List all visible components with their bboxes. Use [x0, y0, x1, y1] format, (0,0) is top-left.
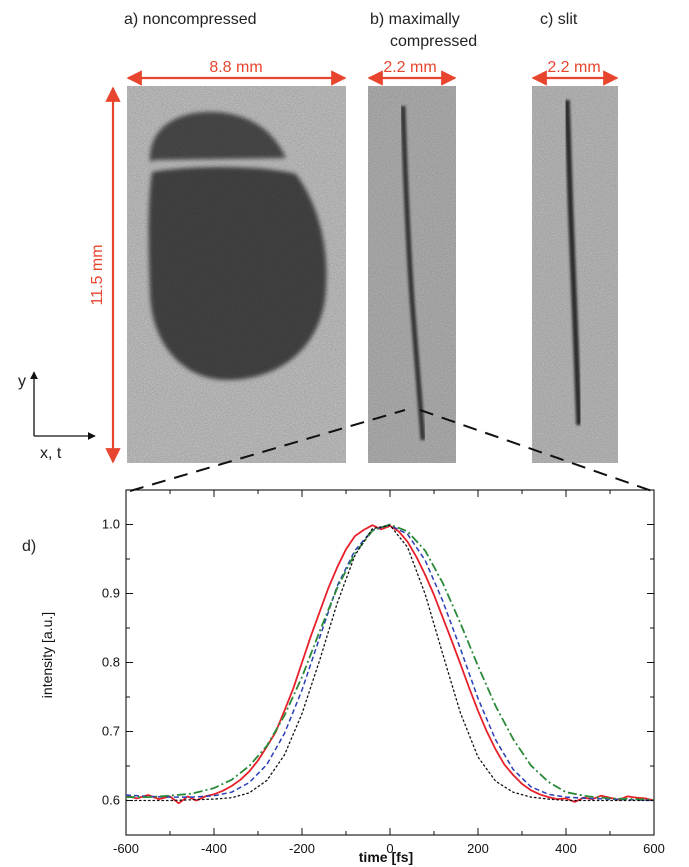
panel-b-title-line2: compressed: [390, 33, 477, 50]
x-axis-title: time [fs]: [359, 849, 413, 865]
y-axis-title: intensity [a.u.]: [39, 612, 55, 698]
x-tick-label: -200: [289, 841, 315, 856]
axis-xt-label: x, t: [40, 445, 62, 462]
image-noncompressed: [127, 86, 346, 463]
plot-frame: [125, 489, 655, 836]
x-tick-label: -400: [201, 841, 227, 856]
zoom-line-left: [129, 409, 406, 492]
x-tick-label: 0: [386, 841, 393, 856]
y-tick-label: 0.6: [102, 793, 120, 808]
y-tick-label: 0.7: [102, 724, 120, 739]
series-line-dashed: [125, 524, 655, 802]
x-tick-label: -600: [113, 841, 139, 856]
height-label-a: 11.5 mm: [89, 244, 106, 305]
y-tick-label: 0.8: [102, 655, 120, 670]
y-tick-label: 0.9: [102, 586, 120, 601]
x-tick-label: 200: [467, 841, 489, 856]
series-line-dotted: [125, 524, 655, 802]
zoom-line-right: [419, 409, 653, 492]
axis-y-label: y: [18, 373, 26, 390]
axis-indicator: y x, t: [18, 371, 96, 462]
panel-d-label: d): [22, 538, 36, 555]
panel-b-title-line1: b) maximally: [370, 11, 460, 28]
width-label-c: 2.2 mm: [547, 59, 600, 76]
intensity-plot: -600 -400 -200 0 200 400 600 0.6 0.7 0.8 0.9 1.0 ti…: [39, 489, 665, 865]
panel-c-title: c) slit: [540, 11, 578, 28]
width-label-b: 2.2 mm: [383, 59, 436, 76]
image-maximally-compressed: [368, 86, 456, 463]
x-tick-label: 600: [643, 841, 665, 856]
panel-a-title: a) noncompressed: [124, 11, 257, 28]
series-line-dashdot: [126, 523, 655, 801]
image-slit: [532, 86, 618, 463]
y-tick-label: 1.0: [102, 517, 120, 532]
x-tick-label: 400: [555, 841, 577, 856]
width-label-a: 8.8 mm: [209, 59, 262, 76]
series-line-solid: [125, 524, 655, 805]
